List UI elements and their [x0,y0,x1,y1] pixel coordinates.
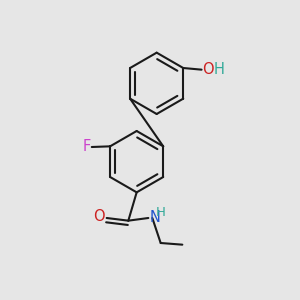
Text: O: O [202,62,214,77]
Text: N: N [149,211,160,226]
Text: O: O [93,209,105,224]
Text: F: F [82,140,91,154]
Text: H: H [214,62,224,77]
Text: H: H [156,206,166,220]
